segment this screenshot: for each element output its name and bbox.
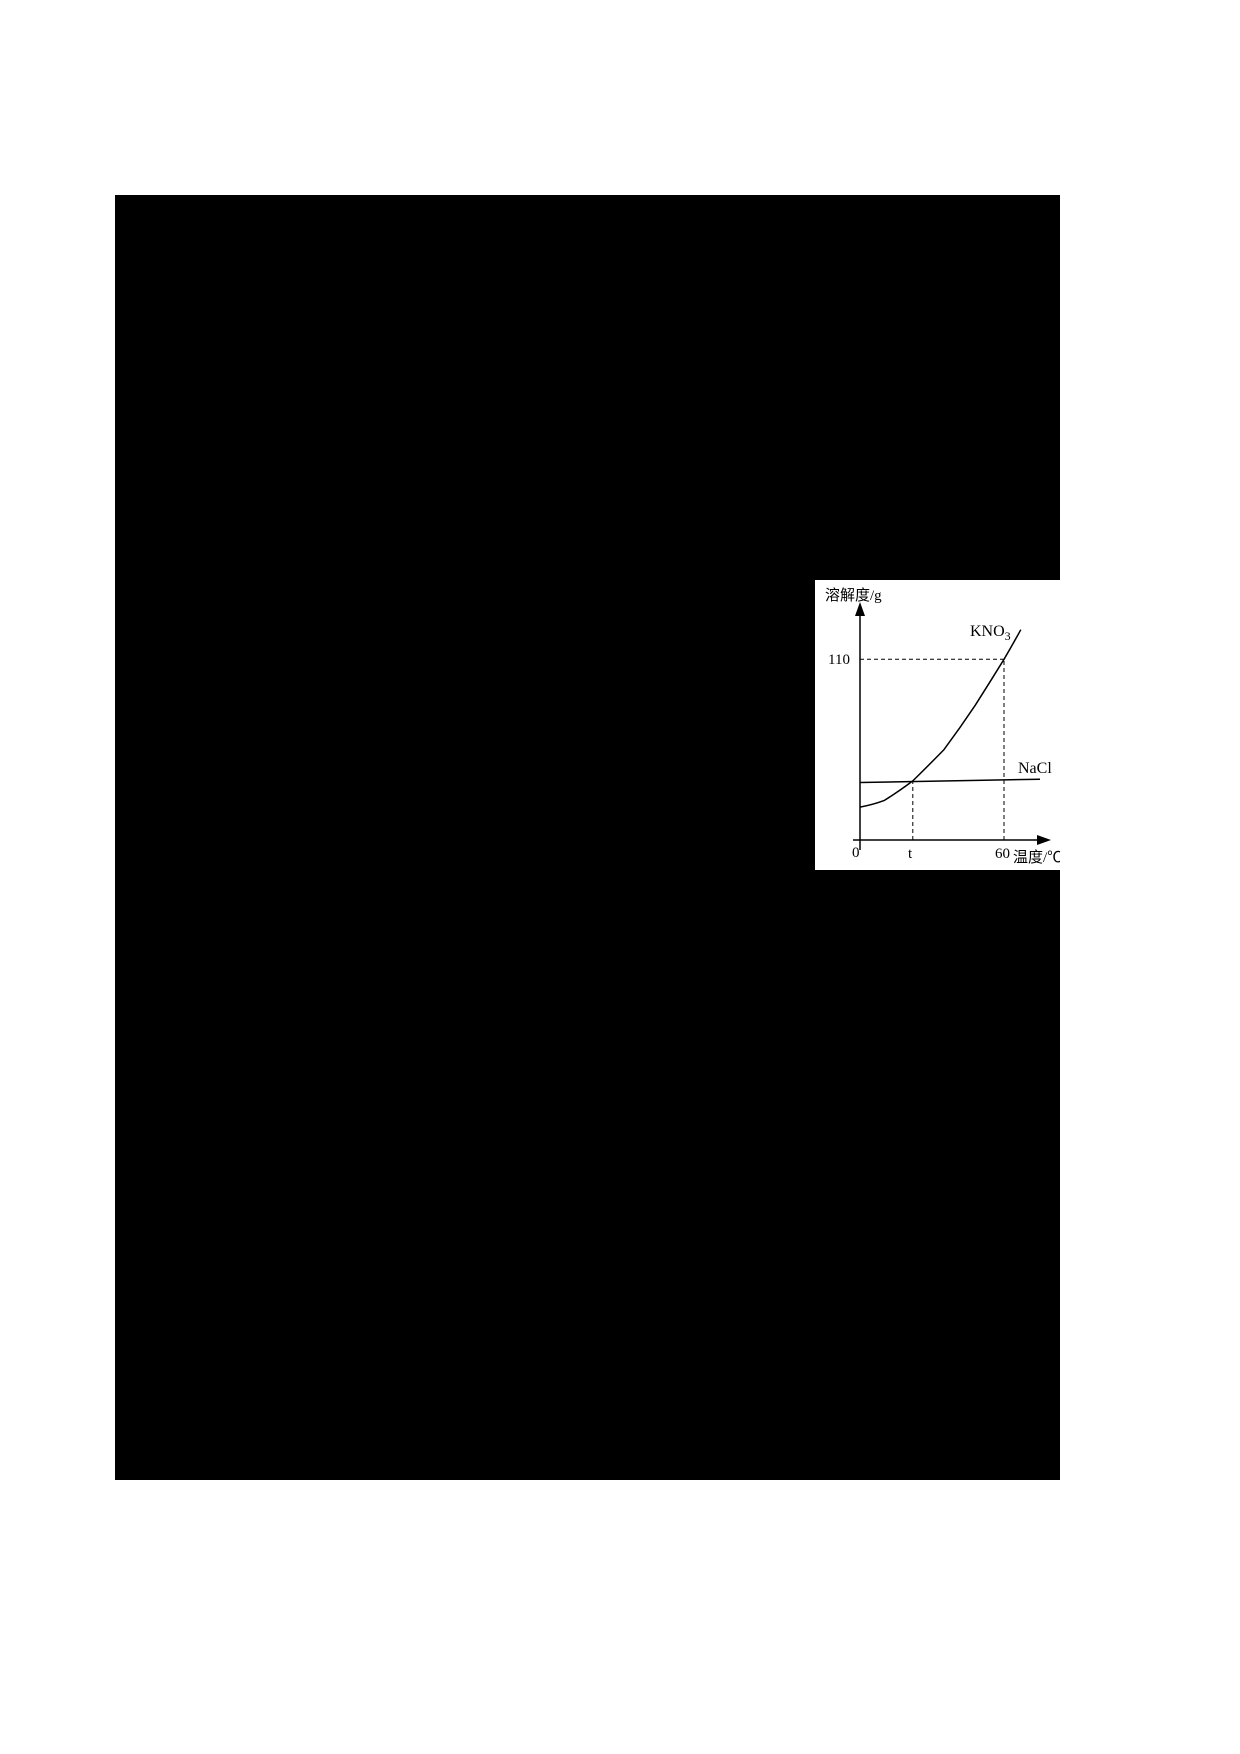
origin-label: 0 [852,845,860,861]
y-axis-label: 溶解度/g [825,587,882,604]
axes [853,602,1051,850]
series-kno3-label: KNO3 [970,623,1011,643]
series-nacl [860,779,1040,782]
y-axis-arrow [855,602,865,616]
xtick-60: 60 [995,846,1010,862]
guide-lines [860,659,1004,840]
x-axis-arrow [1037,835,1051,845]
chart-svg: 溶解度/g 0 110 t 60 温度/℃ NaC [815,580,1060,870]
series-nacl-label: NaCl [1018,760,1052,777]
x-axis-label: 温度/℃ [1013,849,1060,866]
xtick-t: t [908,846,913,862]
solubility-chart: 溶解度/g 0 110 t 60 温度/℃ NaC [815,580,1060,870]
ytick-110: 110 [828,652,850,668]
